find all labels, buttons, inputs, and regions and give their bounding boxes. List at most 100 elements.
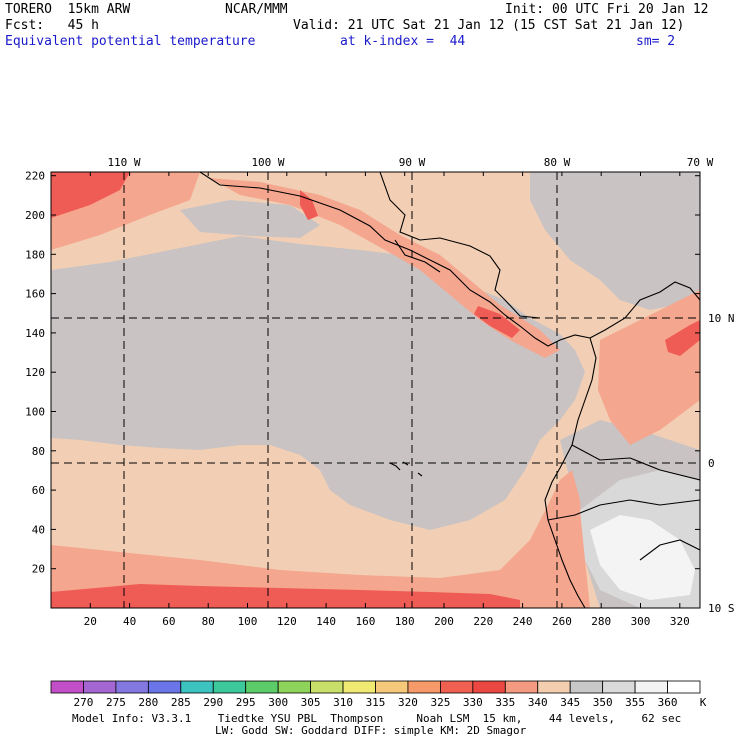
salmon-region-colombia [598, 290, 700, 445]
left-axis-label: 20 [32, 563, 45, 576]
top-lon-label: 90 W [399, 156, 426, 169]
coastlines [199, 172, 700, 608]
coastline-colombia-north [589, 281, 700, 339]
colorbar-swatch [407, 680, 441, 694]
left-axis-label: 40 [32, 523, 45, 536]
bottom-axis-label: 100 [238, 615, 258, 628]
colorbar-level-label: 320 [398, 696, 418, 709]
colorbar-swatch [310, 680, 344, 694]
axis-labels: 110 W 100 W 90 W 80 W 70 W 10 N 0 10 S 20 40 60 80 1… [25, 156, 734, 628]
colorbar-swatch [277, 680, 311, 694]
red-region-northwest [51, 172, 130, 218]
colorbar-swatch [602, 680, 636, 694]
bottom-axis-label: 320 [670, 615, 690, 628]
bottom-axis-label: 240 [513, 615, 533, 628]
colorbar-swatch [342, 680, 376, 694]
bottom-axis-label: 180 [395, 615, 415, 628]
left-axis-label: 220 [25, 170, 45, 183]
bottom-axis-label: 200 [434, 615, 454, 628]
colorbar-level-label: 280 [138, 696, 159, 709]
colorbar-swatch [504, 680, 539, 694]
bottom-axis-label: 80 [202, 615, 215, 628]
bottom-axis-label: 40 [123, 615, 136, 628]
colorbar-level-label: 355 [625, 696, 646, 709]
left-axis-label: 160 [25, 288, 45, 301]
left-axis-label: 180 [25, 248, 45, 261]
map-plot-area [51, 172, 700, 608]
map-frame [50, 171, 701, 609]
bottom-axis-label: 140 [316, 615, 336, 628]
colorbar-level-label: 325 [430, 696, 451, 709]
right-lat-label: 10 S [708, 602, 735, 615]
left-axis-label: 60 [32, 484, 45, 497]
bottom-axis-label: 300 [631, 615, 651, 628]
red-band-south [51, 584, 520, 608]
colorbar-swatch [245, 680, 279, 694]
left-axis-label: 100 [25, 406, 45, 419]
bottom-axis-label: 160 [355, 615, 375, 628]
border-inland-1 [571, 444, 700, 481]
init-time: Init: 00 UTC Fri 20 Jan 12 [505, 2, 709, 17]
colorbar-swatch [569, 680, 604, 694]
red-patch-costarica [474, 306, 520, 338]
colorbar-swatch [667, 680, 701, 694]
top-lon-label: 70 W [687, 156, 714, 169]
colorbar-swatch [472, 680, 506, 694]
footer-model-info: Model Info: V3.3.1 Tiedtke YSU PBL Thomp… [72, 712, 682, 725]
forecast-hour: Fcst: 45 h [5, 18, 99, 33]
colorbar-level-label: 275 [105, 696, 126, 709]
graticule [51, 172, 700, 608]
salmon-strip-centralamerica [210, 178, 560, 358]
salmon-band-south [51, 470, 590, 608]
gray-region-northwest [180, 200, 320, 238]
right-lat-label: 10 N [708, 312, 735, 325]
bottom-axis-label: 120 [277, 615, 297, 628]
colorbar-level-label: 335 [495, 696, 516, 709]
left-axis-label: 140 [25, 327, 45, 340]
colorbar-swatch [50, 680, 84, 694]
organization-label: NCAR/MMM [225, 2, 288, 17]
colorbar-swatch [537, 680, 571, 694]
colorbar-level-label: 350 [592, 696, 613, 709]
colorbar-swatch [439, 680, 474, 694]
top-lon-label: 80 W [544, 156, 571, 169]
level-label: at k-index = 44 [340, 34, 466, 49]
bottom-axis-label: 60 [162, 615, 175, 628]
left-axis-label: 80 [32, 445, 45, 458]
colorbar-level-label: 305 [300, 696, 321, 709]
colorbar-level-label: 330 [462, 696, 483, 709]
colorbar-swatch [115, 680, 149, 694]
border-inland-3 [639, 539, 700, 561]
colorbar-level-label: 340 [527, 696, 548, 709]
bottom-axis-label: 260 [552, 615, 572, 628]
colorbar-unit: K [699, 696, 707, 709]
bottom-axis-label: 280 [591, 615, 611, 628]
gray-region-ocean [51, 236, 585, 530]
top-lon-label: 110 W [107, 156, 140, 169]
colorbar-level-label: 295 [235, 696, 256, 709]
colorbar-level-label: 345 [560, 696, 581, 709]
right-lat-label: 0 [708, 457, 715, 470]
coastline-south-america-west [544, 337, 597, 608]
colorbar-level-label: 315 [365, 696, 386, 709]
bottom-axis-label: 220 [473, 615, 493, 628]
colorbar-level-label: 310 [333, 696, 353, 709]
colorbar-swatch [375, 680, 409, 694]
left-axis-label: 120 [25, 366, 45, 379]
border-inland-2 [547, 499, 700, 521]
model-name: TORERO 15km ARW [5, 2, 131, 17]
colorbar-level-label: 285 [170, 696, 191, 709]
colorbar-swatch [180, 680, 214, 694]
colorbar-swatch [634, 680, 668, 694]
coastline-central-america [199, 172, 591, 347]
red-patch-venezuela [665, 320, 700, 356]
left-axis-label: 200 [25, 209, 45, 222]
colorbar-swatch [83, 680, 117, 694]
axis-ticks [51, 172, 701, 608]
smoothing-label: sm= 2 [636, 34, 676, 49]
footer-physics-info: LW: Godd SW: Goddard DIFF: simple KM: 2D… [215, 724, 527, 737]
field-name: Equivalent potential temperature [5, 34, 256, 49]
colorbar-swatch [147, 680, 182, 694]
bottom-axis-label: 20 [84, 615, 97, 628]
